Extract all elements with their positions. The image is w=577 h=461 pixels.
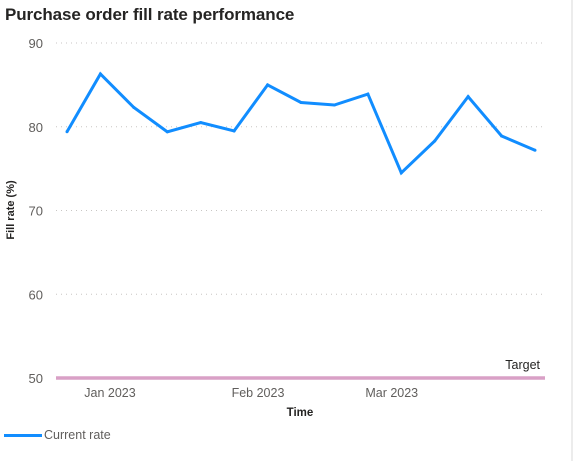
y-tick-label: 90 [29, 36, 43, 51]
data-point[interactable] [366, 92, 370, 96]
data-point[interactable] [132, 105, 136, 109]
y-tick-label: 70 [29, 204, 43, 219]
data-point[interactable] [65, 130, 69, 134]
y-axis-label: Fill rate (%) [5, 180, 17, 240]
x-tick-label: Jan 2023 [84, 386, 135, 400]
legend-label-current-rate: Current rate [44, 428, 111, 442]
legend[interactable]: Current rate [4, 428, 111, 442]
data-point[interactable] [299, 100, 303, 104]
data-point[interactable] [199, 121, 203, 125]
x-tick-label: Feb 2023 [232, 386, 285, 400]
y-tick-label: 60 [29, 287, 43, 302]
data-point[interactable] [500, 134, 504, 138]
data-point[interactable] [266, 83, 270, 87]
y-tick-label: 80 [29, 120, 43, 135]
data-point[interactable] [98, 72, 102, 76]
chart-title: Purchase order fill rate performance [5, 5, 295, 24]
data-point[interactable] [165, 130, 169, 134]
data-point[interactable] [533, 148, 537, 152]
reference-lines: Target [56, 358, 545, 380]
y-axis-ticks: 50 60 70 80 90 [29, 36, 43, 386]
data-point[interactable] [232, 129, 236, 133]
x-axis-label: Time [287, 407, 314, 419]
x-tick-label: Mar 2023 [365, 386, 418, 400]
x-axis-ticks: Jan 2023 Feb 2023 Mar 2023 [84, 386, 418, 400]
data-point[interactable] [433, 139, 437, 143]
series-lines [65, 71, 537, 176]
legend-swatch-current-rate [4, 433, 42, 437]
data-point[interactable] [332, 103, 336, 107]
series-line-current-rate[interactable] [65, 71, 536, 176]
data-point[interactable] [466, 95, 470, 99]
target-label: Target [505, 358, 540, 372]
data-point[interactable] [399, 171, 403, 175]
gridlines [56, 42, 545, 295]
y-tick-label: 50 [29, 371, 43, 386]
